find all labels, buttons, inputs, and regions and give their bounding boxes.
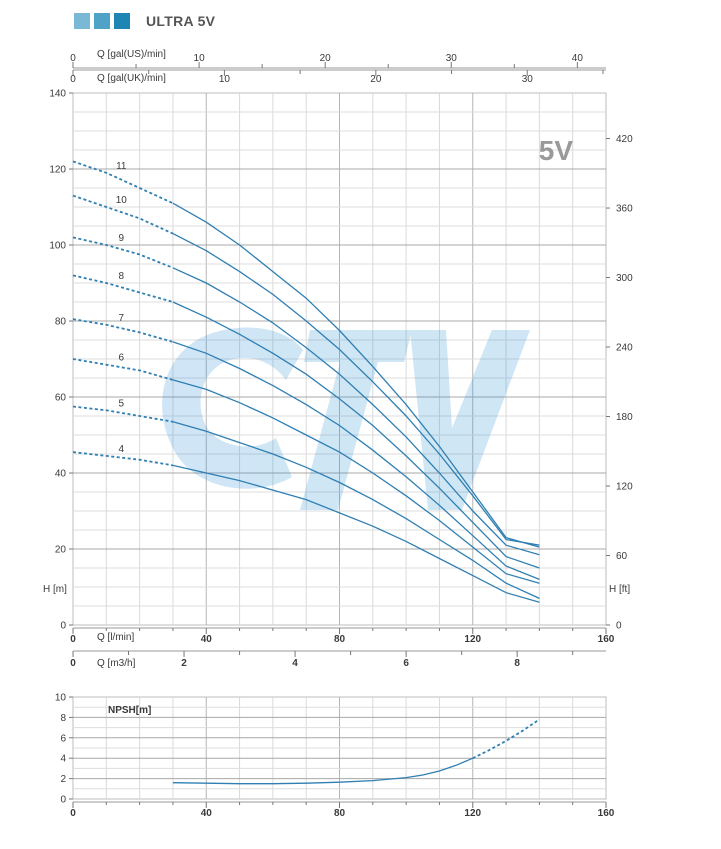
secondary-tick-label: 0 [70,74,76,85]
pump-curve [172,267,540,556]
npsh-x-tick-label: 160 [598,808,615,819]
y-tick-label: 0 [60,621,66,632]
curve-label: 9 [119,233,125,244]
pump-curve-dashed [72,236,174,269]
npsh-x-tick-label: 80 [334,808,346,819]
y-right-tick-label: 360 [616,204,633,215]
x-top-axis-label-uk: Q [gal(UK)/min] [97,73,166,84]
npsh-curve [172,757,474,785]
secondary-tick-label: 8 [514,658,520,669]
x-tick-label: 120 [464,634,481,645]
y-right-tick-label: 240 [616,343,633,354]
performance-chart: 0204060801001201400601201802403003604200… [43,49,633,669]
y-tick-label: 40 [55,469,67,480]
y-right-tick-label: 420 [616,134,633,145]
y-right-tick-label: 180 [616,412,633,423]
y-right-tick-label: 300 [616,273,633,284]
pump-curve-dashed [72,194,174,235]
pump-curve-dashed [72,318,174,343]
y-right-tick-label: 120 [616,482,633,493]
y-axis-label: H [m] [43,584,67,595]
page-header: ULTRA 5V [74,10,215,32]
performance-labels: 0204060801001201400601201802403003604200… [49,53,633,669]
y-tick-label: 20 [55,545,67,556]
pump-curve-dashed [72,274,174,303]
npsh-y-tick-label: 6 [60,733,66,744]
page-title: ULTRA 5V [146,13,216,29]
pump-curve [172,421,540,599]
npsh-x-tick-label: 40 [201,808,213,819]
performance-curves [72,160,540,603]
y-tick-label: 120 [49,165,66,176]
color-swatch-light [74,13,90,29]
secondary-tick-label: 6 [403,658,409,669]
secondary-tick-label: 20 [320,53,332,64]
pump-curve [172,233,540,546]
pump-curve [172,464,540,603]
secondary-tick-label: 0 [70,53,76,64]
y-right-axis-label: H [ft] [609,584,630,595]
curve-label: 11 [116,161,127,172]
y-tick-label: 100 [49,241,66,252]
y-tick-label: 140 [49,89,66,100]
pump-curve [172,379,540,584]
npsh-labels: 0 2 4 6 8 10 0 40 80 120 160 [55,693,615,820]
curve-label: 6 [119,353,125,364]
y-right-tick-label: 60 [616,551,628,562]
npsh-y-tick-label: 2 [60,774,66,785]
pump-curve-dashed [72,160,174,205]
x-tick-label: 80 [334,634,346,645]
performance-grid [69,62,610,657]
secondary-tick-label: 20 [370,74,382,85]
secondary-tick-label: 4 [292,658,298,669]
curve-label: 8 [119,271,125,282]
watermark [162,327,530,510]
x-axis-label: Q [l/min] [97,632,134,643]
npsh-grid [69,696,607,808]
pump-curve-dashed [72,451,174,467]
pump-curve-dashed [72,358,174,381]
npsh-y-tick-label: 10 [55,693,67,704]
chart-title: 5V [539,135,574,166]
npsh-y-tick-label: 8 [60,713,66,724]
x-tick-label: 160 [598,634,615,645]
x-bottom-axis-label-m3h: Q [m3/h] [97,658,136,669]
curve-label: 10 [116,195,128,206]
secondary-tick-label: 10 [219,74,231,85]
y-tick-label: 60 [55,393,67,404]
npsh-curve-dashed [472,718,540,760]
npsh-x-tick-label: 120 [464,808,481,819]
npsh-x-tick-label: 0 [70,808,76,819]
secondary-tick-label: 0 [70,658,76,669]
color-swatch-medium [94,13,110,29]
pump-curve [172,301,540,569]
y-tick-label: 80 [55,317,67,328]
npsh-y-tick-label: 4 [60,754,66,765]
secondary-tick-label: 10 [194,53,206,64]
curve-label: 7 [119,313,125,324]
secondary-tick-label: 40 [572,53,584,64]
curve-label: 4 [119,444,125,455]
color-swatch-dark [114,13,130,29]
secondary-tick-label: 2 [181,658,187,669]
pump-curve [172,341,540,581]
secondary-tick-label: 30 [522,74,534,85]
npsh-curves [172,718,540,785]
pump-curve-dashed [72,405,174,423]
npsh-y-tick-label: 0 [60,795,66,806]
secondary-tick-label: 30 [446,53,458,64]
pump-curve [172,202,540,548]
x-top-axis-label-us: Q [gal(US)/min] [97,49,166,60]
npsh-axis-label: NPSH[m] [108,705,151,716]
x-tick-label: 40 [201,634,213,645]
npsh-chart: 0 2 4 6 8 10 0 40 80 120 160 NPSH[m] [55,693,615,820]
y-right-tick-label: 0 [616,621,622,632]
x-tick-label: 0 [70,634,76,645]
curve-label: 5 [119,398,125,409]
